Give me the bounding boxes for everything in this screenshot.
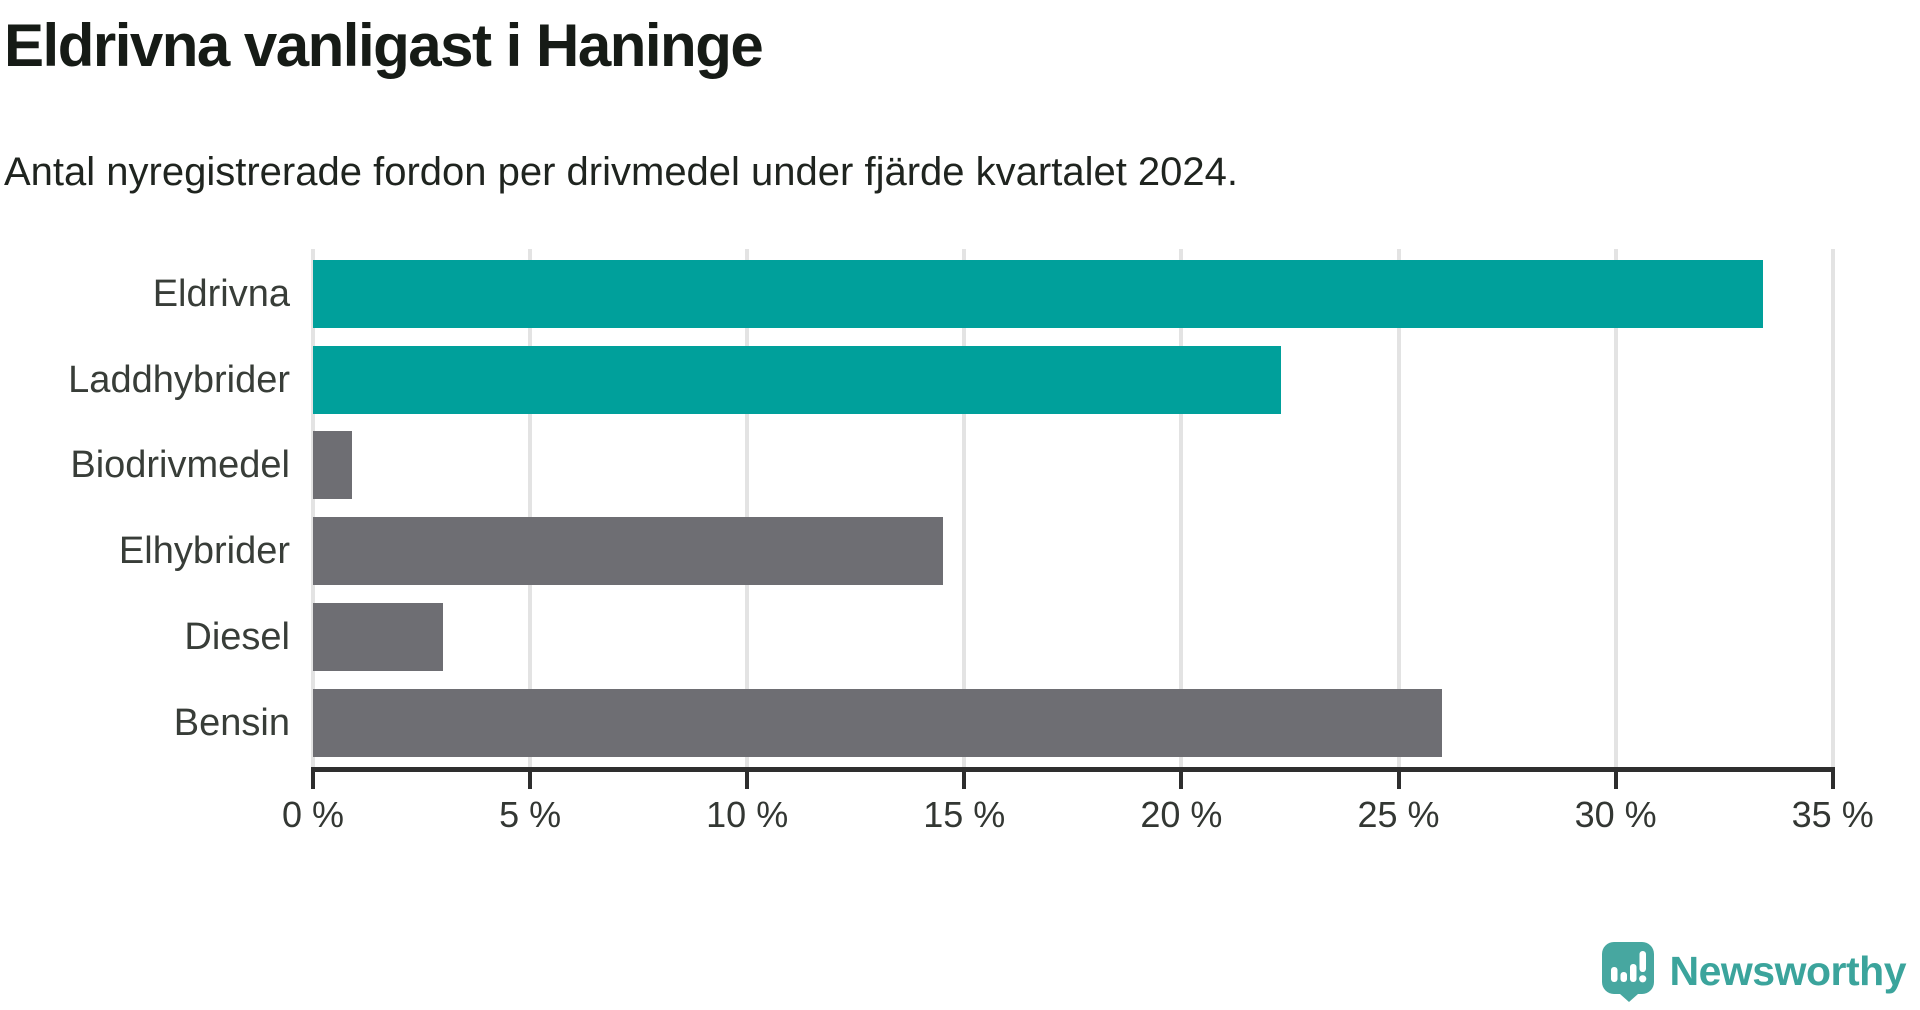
bar-biodrivmedel bbox=[313, 431, 353, 500]
x-tick-label-0: 0 % bbox=[281, 794, 345, 835]
chart-title: Eldrivna vanligast i Haninge bbox=[4, 12, 764, 79]
category-label-elhybrider: Elhybrider bbox=[118, 530, 290, 573]
gridline-30 bbox=[1613, 249, 1618, 767]
x-tick-30 bbox=[1613, 767, 1618, 789]
gridline-25 bbox=[1396, 249, 1401, 767]
x-tick-label-20: 20 % bbox=[1140, 794, 1223, 835]
x-tick-0 bbox=[311, 767, 315, 789]
bar-diesel bbox=[313, 602, 444, 671]
category-label-eldrivna: Eldrivna bbox=[152, 273, 290, 315]
newsworthy-logo: Newsworthy bbox=[1600, 940, 1907, 1002]
bar-bensin bbox=[313, 688, 1442, 757]
x-tick-35 bbox=[1830, 767, 1835, 789]
x-tick-label-25: 25 % bbox=[1357, 794, 1440, 835]
bar-elhybrider bbox=[313, 517, 943, 586]
x-tick-15 bbox=[962, 767, 967, 789]
gridline-5 bbox=[528, 249, 533, 767]
x-tick-label-35: 35 % bbox=[1791, 794, 1874, 835]
x-tick-25 bbox=[1396, 767, 1401, 789]
x-tick-20 bbox=[1179, 767, 1184, 789]
category-label-bensin: Bensin bbox=[173, 701, 290, 744]
chart-subtitle: Antal nyregistrerade fordon per drivmede… bbox=[4, 150, 1239, 194]
gridline-35 bbox=[1830, 249, 1835, 767]
x-tick-label-15: 15 % bbox=[923, 794, 1006, 835]
x-tick-5 bbox=[528, 767, 533, 789]
x-tick-10 bbox=[745, 767, 750, 789]
gridline-0 bbox=[311, 249, 315, 767]
category-label-laddhybrider: Laddhybrider bbox=[68, 358, 290, 401]
gridline-15 bbox=[962, 249, 967, 767]
x-tick-label-5: 5 % bbox=[499, 794, 562, 835]
x-tick-label-10: 10 % bbox=[706, 794, 789, 835]
category-label-diesel: Diesel bbox=[184, 615, 290, 658]
x-axis-line bbox=[311, 767, 1835, 772]
bar-laddhybrider bbox=[313, 345, 1282, 414]
bar-eldrivna bbox=[313, 260, 1764, 328]
newsworthy-chart-bubble-icon bbox=[1601, 942, 1654, 1002]
x-tick-label-30: 30 % bbox=[1574, 794, 1657, 835]
category-label-biodrivmedel: Biodrivmedel bbox=[70, 444, 290, 487]
gridline-10 bbox=[745, 249, 750, 767]
gridline-20 bbox=[1179, 249, 1184, 767]
newsworthy-logo-text: Newsworthy bbox=[1669, 947, 1907, 994]
